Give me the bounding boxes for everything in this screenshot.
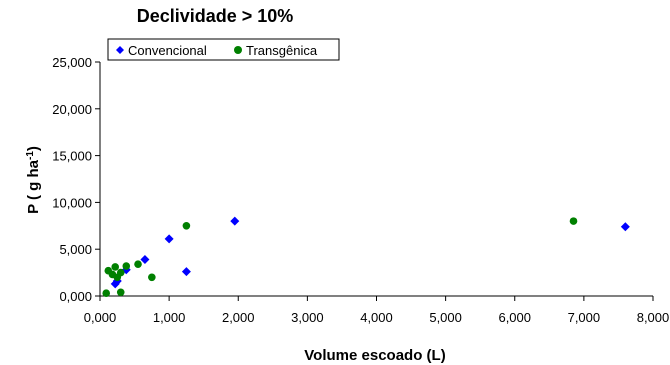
x-tick-label: 0,000: [84, 310, 117, 325]
point-convencional: [164, 234, 174, 244]
x-tick-label: 2,000: [222, 310, 255, 325]
x-tick-label: 8,000: [637, 310, 670, 325]
y-axis-ticks: 0,000 5,000 10,000 15,000 20,000 25,000: [52, 55, 100, 304]
point-convencional: [181, 267, 191, 277]
y-tick-label: 20,000: [52, 102, 92, 117]
point-transgenica: [134, 260, 142, 268]
point-transgenica: [122, 262, 131, 270]
point-transgenica: [182, 222, 191, 230]
point-transgenica: [116, 268, 125, 277]
legend-label-transgenica: Transgênica: [246, 43, 318, 58]
legend-label-convencional: Convencional: [128, 43, 207, 58]
y-tick-label: 5,000: [59, 242, 92, 257]
point-transgenica: [116, 288, 125, 297]
y-tick-label: 25,000: [52, 55, 92, 70]
y-axis-title-sup: -1: [25, 151, 36, 160]
x-tick-label: 3,000: [291, 310, 324, 325]
point-transgenica: [102, 289, 111, 297]
point-transgenica: [148, 273, 156, 282]
y-tick-label: 15,000: [52, 149, 92, 164]
legend-marker-transgenica: [234, 46, 242, 54]
y-tick-label: 10,000: [52, 195, 92, 210]
x-tick-label: 7,000: [568, 310, 601, 325]
legend: Convencional Transgênica: [107, 38, 340, 61]
point-convencional: [620, 222, 630, 232]
data-points: [102, 216, 630, 297]
point-convencional: [140, 254, 150, 264]
x-tick-label: 1,000: [153, 310, 186, 325]
y-tick-label: 0,000: [59, 289, 92, 304]
point-transgenica: [569, 217, 578, 225]
x-tick-label: 6,000: [498, 310, 531, 325]
chart-title: Declividade > 10%: [137, 6, 294, 26]
y-axis-title-close: ): [25, 146, 42, 151]
legend-marker-convencional: [116, 46, 124, 54]
x-axis-ticks: 0,000 1,000 2,000 3,000 4,000 5,000 6,000 7,000…: [84, 296, 670, 325]
y-axis-title: P ( g ha-1): [25, 146, 43, 214]
point-transgenica: [111, 263, 120, 271]
x-tick-label: 5,000: [429, 310, 462, 325]
x-axis-title: Volume escoado (L): [304, 347, 445, 364]
x-tick-label: 4,000: [360, 310, 393, 325]
y-axis-title-main: P ( g ha: [25, 159, 42, 214]
point-convencional: [230, 216, 240, 226]
legend-box: [107, 38, 340, 61]
